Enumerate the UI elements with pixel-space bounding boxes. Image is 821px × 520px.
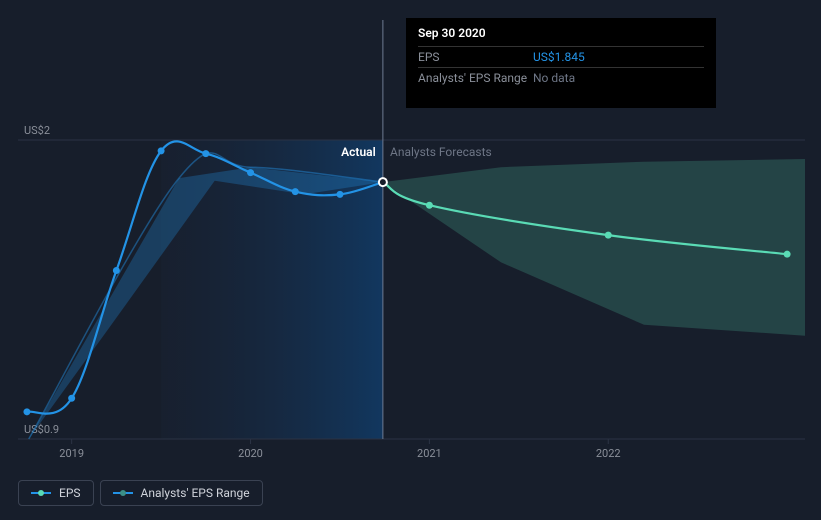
section-label-forecast: Analysts Forecasts xyxy=(390,145,492,159)
eps-actual-point[interactable] xyxy=(113,267,120,274)
tooltip-row-label: Analysts' EPS Range xyxy=(418,71,533,85)
y-axis-label: US$2 xyxy=(24,124,50,137)
x-axis-label: 2022 xyxy=(596,447,621,460)
eps-actual-point[interactable] xyxy=(158,147,165,154)
legend-swatch xyxy=(31,489,51,497)
eps-chart: US$2 US$0.92019 2020 2021 2022 Actual Analysts… xyxy=(0,0,821,520)
legend-swatch xyxy=(113,489,133,497)
eps-actual-point[interactable] xyxy=(247,169,254,176)
legend-item[interactable]: EPS xyxy=(18,480,94,506)
eps-forecast-point[interactable] xyxy=(784,251,791,258)
legend-label: EPS xyxy=(59,486,81,500)
tooltip-row-value: US$1.845 xyxy=(533,50,704,64)
chart-legend: EPS Analysts' EPS Range xyxy=(18,480,263,506)
eps-forecast-point[interactable] xyxy=(605,232,612,239)
tooltip-date: Sep 30 2020 xyxy=(418,26,704,40)
x-axis-label: 2021 xyxy=(417,447,442,460)
tooltip-row: Analysts' EPS RangeNo data xyxy=(418,67,704,88)
legend-item[interactable]: Analysts' EPS Range xyxy=(100,480,263,506)
y-axis-label: US$0.9 xyxy=(24,423,59,436)
legend-label: Analysts' EPS Range xyxy=(141,486,250,500)
eps-actual-point[interactable] xyxy=(292,188,299,195)
section-label-actual: Actual xyxy=(341,145,376,159)
eps-actual-point[interactable] xyxy=(23,408,30,415)
x-axis-label: 2019 xyxy=(59,447,84,460)
x-axis-label: 2020 xyxy=(238,447,263,460)
tooltip-row-label: EPS xyxy=(418,50,533,64)
tooltip-row: EPSUS$1.845 xyxy=(418,46,704,67)
tooltip-row-value: No data xyxy=(533,71,704,85)
eps-forecast-point[interactable] xyxy=(426,202,433,209)
eps-actual-point[interactable] xyxy=(336,191,343,198)
eps-actual-point[interactable] xyxy=(68,395,75,402)
chart-tooltip: Sep 30 2020 EPSUS$1.845Analysts' EPS Ran… xyxy=(406,18,716,108)
eps-actual-point[interactable] xyxy=(202,150,209,157)
